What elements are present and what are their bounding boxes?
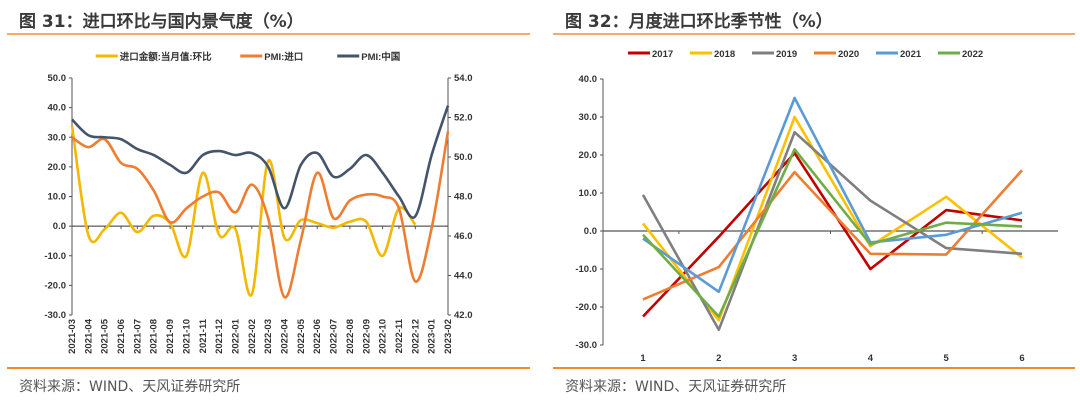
y-tick-label: -30.0 [575, 340, 597, 351]
y-tick-label: 30.0 [579, 112, 598, 123]
legend-label: 2022 [962, 49, 983, 60]
figure-32-panel: 图 32：月度进口环比季节性（%） 资料来源：WIND、天风证券研究所 [553, 0, 1075, 403]
x-tick-label: 2023-01 [427, 318, 438, 354]
x-tick-label: 2022-03 [263, 319, 274, 354]
x-tick-label: 2023-02 [443, 319, 454, 354]
y-tick-label: -20.0 [44, 280, 66, 291]
x-tick-label: 2022-01 [230, 318, 241, 354]
x-tick-label: 2022-04 [280, 318, 291, 354]
y-tick-label: -10.0 [44, 251, 66, 262]
x-tick-label: 2022-02 [247, 319, 258, 354]
x-tick-label: 2021-06 [116, 319, 127, 354]
y-tick-label: -20.0 [575, 302, 597, 313]
figure-title: 图 31：进口环比与国内景气度（%） [19, 12, 304, 32]
series-line [641, 130, 1023, 332]
y2-tick-label: 50.0 [454, 152, 473, 163]
x-tick-label: 2022-06 [312, 319, 323, 354]
series-line [70, 125, 417, 297]
y2-tick-label: 54.0 [454, 73, 473, 84]
x-tick-label: 2 [716, 353, 721, 364]
title-divider [553, 33, 1075, 35]
x-tick-label: 2021-10 [181, 319, 192, 354]
x-tick-label: 2022-07 [329, 319, 340, 354]
series-line [642, 148, 1023, 318]
series-line [641, 115, 1023, 322]
legend-label: 2019 [776, 49, 797, 60]
legend-label: 2017 [652, 49, 673, 60]
legend-label: 进口金额:当月值:环比 [120, 51, 212, 63]
y2-tick-label: 48.0 [454, 192, 473, 203]
x-tick-label: 2022-09 [361, 319, 372, 354]
source-note: 资料来源：WIND、天风证券研究所 [565, 379, 787, 395]
x-tick-label: 2021-08 [149, 319, 160, 354]
y-tick-label: 40.0 [48, 103, 67, 114]
y-tick-label: 10.0 [48, 192, 67, 203]
y2-tick-label: 42.0 [454, 310, 473, 321]
x-tick-label: 4 [868, 353, 874, 364]
x-tick-label: 2022-08 [345, 319, 356, 354]
y-tick-label: 50.0 [48, 73, 67, 84]
series-line [642, 169, 1023, 301]
x-tick-label: 2021-04 [83, 318, 94, 354]
x-tick-label: 2022-05 [296, 318, 307, 354]
title-divider [7, 33, 530, 35]
x-tick-label: 2022-10 [378, 319, 389, 354]
x-tick-label: 2021-03 [67, 319, 78, 354]
y-tick-label: 30.0 [48, 132, 67, 143]
figure-31-panel: 图 31：进口环比与国内景气度（%） 资料来源：WIND、天风证券研究所 [7, 0, 530, 403]
figure-title: 图 32：月度进口环比季节性（%） [565, 12, 833, 32]
x-tick-label: 2022-11 [394, 318, 405, 353]
x-tick-label: 2021-09 [165, 319, 176, 354]
legend-label: PMI:进口 [264, 51, 303, 63]
y-tick-label: 0.0 [53, 221, 66, 232]
footer-divider [553, 367, 1075, 369]
y-tick-label: 20.0 [48, 162, 67, 173]
y2-tick-label: 46.0 [454, 231, 473, 242]
legend-label: 2020 [838, 49, 859, 60]
x-tick-label: 3 [792, 353, 797, 364]
x-tick-label: 2021-05 [100, 318, 111, 354]
legend-label: PMI:中国 [361, 51, 400, 63]
y2-tick-label: 44.0 [454, 271, 473, 282]
y-tick-label: 40.0 [579, 74, 598, 85]
y-tick-label: 10.0 [579, 188, 598, 199]
y-tick-label: -30.0 [44, 310, 66, 321]
x-tick-label: 2021-11 [198, 318, 209, 353]
series-line [71, 131, 450, 299]
legend-label: 2021 [900, 49, 922, 60]
y-tick-label: 20.0 [579, 150, 598, 161]
x-tick-label: 5 [944, 353, 950, 364]
x-tick-label: 2022-12 [410, 319, 421, 354]
x-tick-label: 6 [1019, 353, 1024, 364]
series-line [71, 105, 450, 219]
y2-tick-label: 52.0 [454, 113, 473, 124]
x-tick-label: 1 [640, 353, 646, 364]
y-tick-label: -10.0 [575, 264, 597, 275]
footer-divider [7, 367, 530, 369]
series-line [642, 96, 1023, 294]
y-tick-label: 0.0 [584, 226, 597, 237]
x-tick-label: 2021-12 [214, 319, 225, 354]
source-note: 资料来源：WIND、天风证券研究所 [19, 379, 241, 395]
legend-label: 2018 [714, 49, 735, 60]
x-tick-label: 2021-07 [132, 319, 143, 354]
